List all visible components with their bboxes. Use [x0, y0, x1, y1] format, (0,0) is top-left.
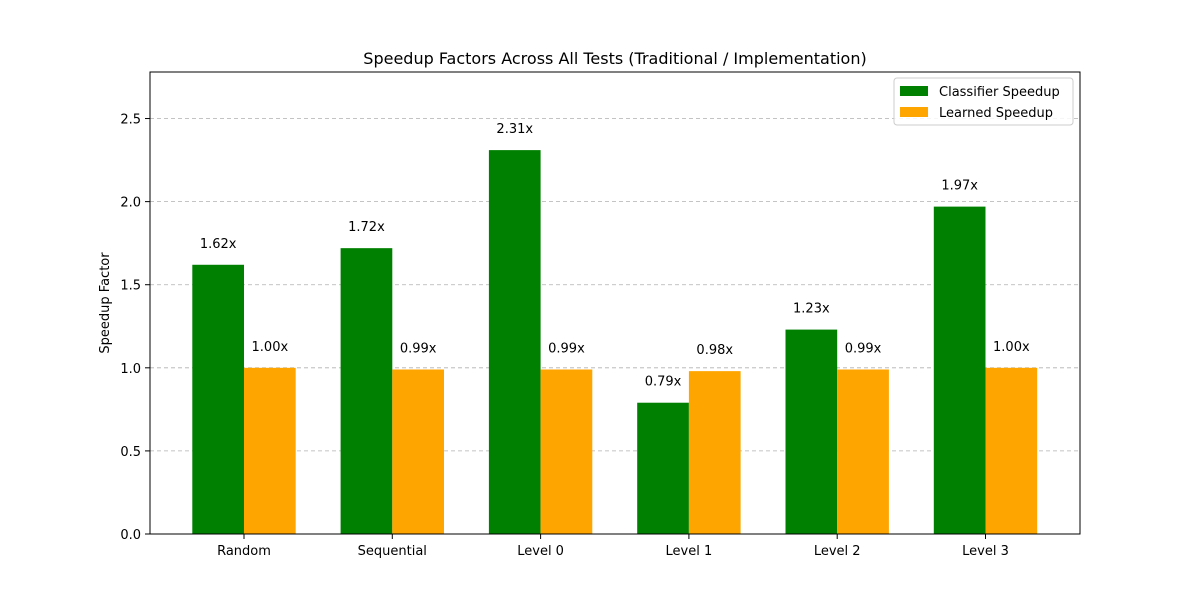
grid-lines: [150, 118, 1080, 452]
bar-classifier: [785, 329, 838, 534]
y-axis: 0.0 0.5 1.0 1.5 2.0 2.5: [120, 113, 150, 543]
bar-classifier: [192, 264, 244, 534]
bar-classifier: [488, 150, 541, 534]
bar-learned: [540, 369, 593, 534]
y-axis-label: Speedup Factor: [98, 252, 113, 354]
bar-value-label: 0.79x: [645, 375, 682, 390]
legend-label: Classifier Speedup: [939, 85, 1060, 100]
bar-classifier: [637, 402, 689, 534]
bar-learned: [392, 369, 444, 534]
legend-swatch: [900, 107, 928, 117]
bar-value-label: 1.97x: [941, 179, 978, 194]
chart-title: Speedup Factors Across All Tests (Tradit…: [363, 49, 866, 68]
legend-label: Learned Speedup: [939, 106, 1053, 121]
x-tick-label: Level 0: [517, 544, 564, 559]
x-axis: Random Sequential Level 0 Level 1 Level 2 Lev…: [217, 534, 1009, 559]
y-tick-label: 1.0: [120, 362, 141, 377]
x-tick-label: Level 2: [814, 544, 861, 559]
bar-value-label: 1.23x: [793, 302, 830, 317]
bar-value-label: 1.62x: [200, 237, 237, 252]
plot-frame: [149, 71, 1081, 535]
y-tick-label: 0.5: [120, 445, 141, 460]
y-tick-label: 0.0: [120, 528, 141, 543]
legend-box: [893, 77, 1074, 126]
bar-value-label: 1.00x: [252, 340, 289, 355]
bar-value-label: 0.98x: [696, 343, 733, 358]
y-tick-label: 2.5: [120, 113, 141, 128]
legend-swatch: [900, 86, 928, 96]
bar-value-label: 0.99x: [400, 341, 437, 356]
bar-learned: [244, 367, 296, 534]
bar-value-label: 1.00x: [993, 340, 1030, 355]
bar-learned: [837, 369, 889, 534]
y-tick-label: 2.0: [120, 196, 141, 211]
bar-classifier: [340, 248, 393, 535]
x-tick-label: Sequential: [358, 544, 427, 559]
bar-value-label: 1.72x: [348, 220, 385, 235]
bar-value-label: 0.99x: [548, 341, 585, 356]
legend: Classifier Speedup Learned Speedup: [893, 77, 1074, 126]
bar-value-label: 0.99x: [845, 341, 882, 356]
bar-classifier: [933, 206, 986, 534]
bar-labels-group: 1.62x 1.00x 1.72x 0.99x 2.31x 0.99x 0.79x 0.98x…: [200, 122, 1030, 390]
bar-learned: [688, 371, 741, 534]
bar-value-label: 2.31x: [496, 122, 533, 137]
bars-group: [192, 150, 1038, 535]
y-tick-label: 1.5: [120, 279, 141, 294]
x-tick-label: Random: [217, 544, 271, 559]
bar-learned: [985, 367, 1038, 534]
x-tick-label: Level 3: [962, 544, 1009, 559]
x-tick-label: Level 1: [666, 544, 713, 559]
